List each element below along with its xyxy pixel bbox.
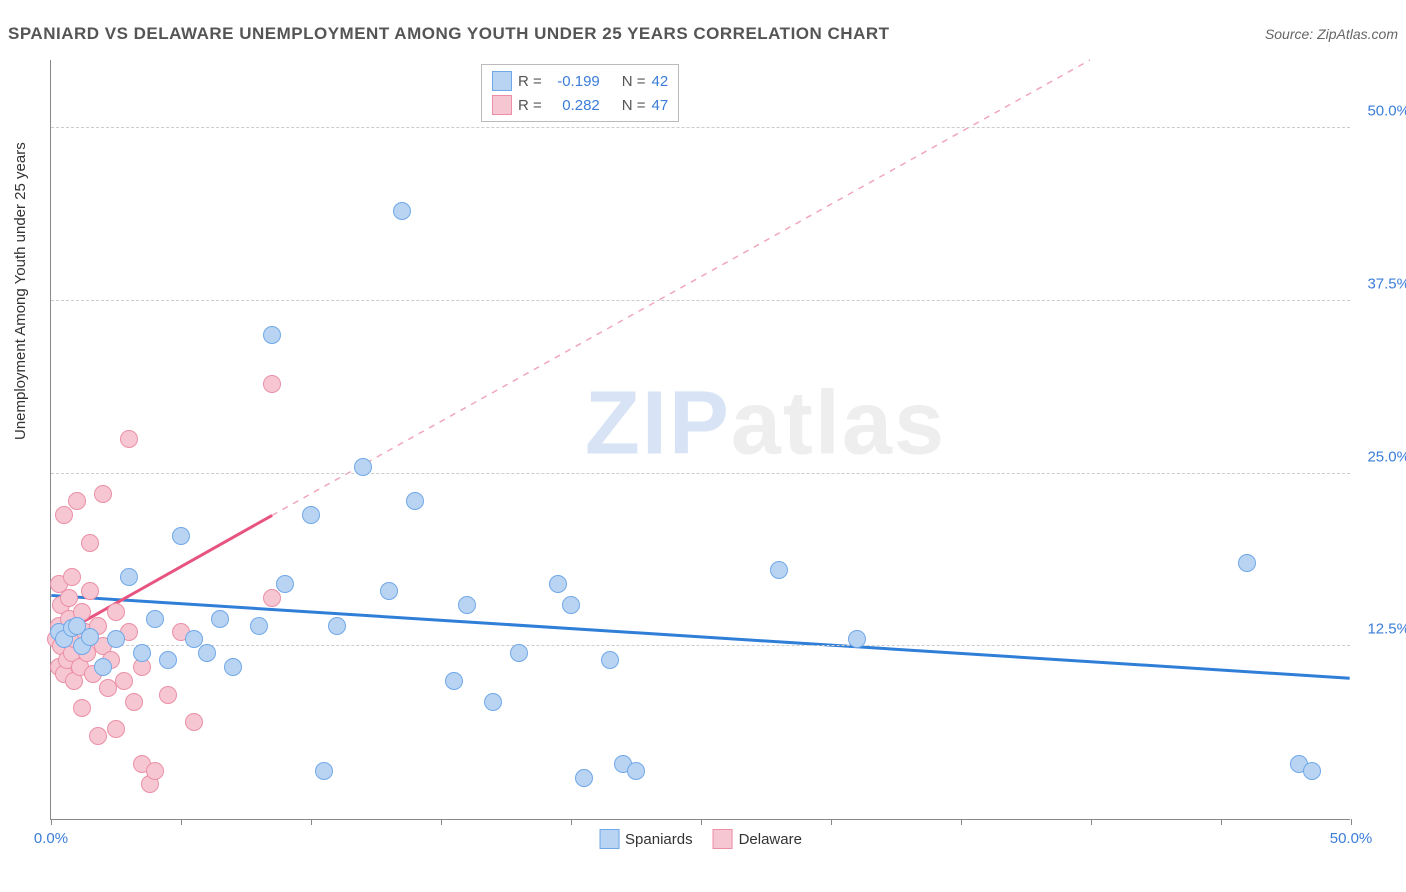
scatter-point-delaware <box>107 720 125 738</box>
scatter-point-spaniards <box>601 651 619 669</box>
scatter-point-spaniards <box>458 596 476 614</box>
y-tick-label: 25.0% <box>1355 448 1406 465</box>
legend-item-delaware: Delaware <box>713 829 802 849</box>
r-value: -0.199 <box>548 73 600 90</box>
scatter-point-spaniards <box>484 693 502 711</box>
stat-row-spaniards: R = -0.199 N = 42 <box>492 69 668 93</box>
scatter-point-spaniards <box>549 575 567 593</box>
scatter-point-delaware <box>263 589 281 607</box>
scatter-point-spaniards <box>159 651 177 669</box>
x-tick-mark <box>571 819 572 825</box>
scatter-point-spaniards <box>224 658 242 676</box>
n-label: N = <box>622 73 646 90</box>
x-tick-mark <box>701 819 702 825</box>
scatter-point-delaware <box>94 485 112 503</box>
legend-swatch <box>713 829 733 849</box>
scatter-point-spaniards <box>393 202 411 220</box>
scatter-point-spaniards <box>250 617 268 635</box>
x-tick-mark <box>311 819 312 825</box>
x-tick-mark <box>51 819 52 825</box>
scatter-point-delaware <box>159 686 177 704</box>
scatter-point-spaniards <box>107 630 125 648</box>
scatter-point-delaware <box>73 699 91 717</box>
scatter-point-spaniards <box>276 575 294 593</box>
gridline <box>51 473 1350 474</box>
source-attribution: Source: ZipAtlas.com <box>1265 26 1398 42</box>
x-tick-mark <box>961 819 962 825</box>
scatter-point-delaware <box>115 672 133 690</box>
gridline <box>51 127 1350 128</box>
y-tick-label: 50.0% <box>1355 103 1406 120</box>
x-tick-mark <box>831 819 832 825</box>
gridline <box>51 645 1350 646</box>
x-tick-mark <box>441 819 442 825</box>
scatter-chart: ZIPatlas R =-0.199N =42R =0.282N =47 Spa… <box>50 60 1350 820</box>
x-tick-label: 50.0% <box>1330 830 1373 847</box>
y-tick-label: 37.5% <box>1355 275 1406 292</box>
scatter-point-delaware <box>89 727 107 745</box>
scatter-point-spaniards <box>1303 762 1321 780</box>
scatter-point-spaniards <box>263 326 281 344</box>
x-tick-mark <box>1351 819 1352 825</box>
x-tick-mark <box>181 819 182 825</box>
scatter-point-delaware <box>125 693 143 711</box>
scatter-point-spaniards <box>354 458 372 476</box>
scatter-point-spaniards <box>133 644 151 662</box>
n-label: N = <box>622 97 646 114</box>
scatter-point-delaware <box>81 582 99 600</box>
legend-label: Delaware <box>739 831 802 848</box>
scatter-point-spaniards <box>315 762 333 780</box>
gridline <box>51 300 1350 301</box>
chart-title: SPANIARD VS DELAWARE UNEMPLOYMENT AMONG … <box>8 24 890 44</box>
correlation-stats-box: R = -0.199 N = 42 R = 0.282 N = 47 <box>481 64 679 122</box>
legend-label: Spaniards <box>625 831 693 848</box>
scatter-point-spaniards <box>627 762 645 780</box>
scatter-point-spaniards <box>146 610 164 628</box>
x-tick-mark <box>1091 819 1092 825</box>
scatter-point-delaware <box>68 492 86 510</box>
n-value: 42 <box>652 73 669 90</box>
scatter-point-spaniards <box>198 644 216 662</box>
n-value: 47 <box>652 97 669 114</box>
scatter-point-spaniards <box>575 769 593 787</box>
r-label: R = <box>518 73 542 90</box>
trend-lines <box>51 60 1350 819</box>
scatter-point-spaniards <box>94 658 112 676</box>
x-tick-mark <box>1221 819 1222 825</box>
scatter-point-delaware <box>81 534 99 552</box>
scatter-point-spaniards <box>81 628 99 646</box>
scatter-point-spaniards <box>120 568 138 586</box>
scatter-point-delaware <box>146 762 164 780</box>
r-value: 0.282 <box>548 97 600 114</box>
legend-item-spaniards: Spaniards <box>599 829 693 849</box>
scatter-point-delaware <box>55 506 73 524</box>
r-label: R = <box>518 97 542 114</box>
scatter-point-spaniards <box>328 617 346 635</box>
scatter-point-spaniards <box>848 630 866 648</box>
scatter-point-spaniards <box>1238 554 1256 572</box>
y-tick-label: 12.5% <box>1355 621 1406 638</box>
scatter-point-spaniards <box>406 492 424 510</box>
scatter-point-delaware <box>185 713 203 731</box>
scatter-point-spaniards <box>770 561 788 579</box>
chart-header: SPANIARD VS DELAWARE UNEMPLOYMENT AMONG … <box>8 20 1398 48</box>
legend-swatch <box>599 829 619 849</box>
legend-swatch <box>492 71 512 91</box>
legend-swatch <box>492 95 512 115</box>
scatter-point-spaniards <box>562 596 580 614</box>
scatter-point-spaniards <box>211 610 229 628</box>
scatter-point-delaware <box>120 430 138 448</box>
scatter-point-delaware <box>263 375 281 393</box>
chart-legend: Spaniards Delaware <box>599 829 802 849</box>
scatter-point-spaniards <box>445 672 463 690</box>
scatter-point-spaniards <box>302 506 320 524</box>
scatter-point-delaware <box>63 568 81 586</box>
scatter-point-spaniards <box>172 527 190 545</box>
y-axis-label: Unemployment Among Youth under 25 years <box>12 142 29 440</box>
scatter-point-spaniards <box>510 644 528 662</box>
x-tick-label: 0.0% <box>34 830 68 847</box>
scatter-point-spaniards <box>380 582 398 600</box>
scatter-point-delaware <box>107 603 125 621</box>
stat-row-delaware: R = 0.282 N = 47 <box>492 93 668 117</box>
